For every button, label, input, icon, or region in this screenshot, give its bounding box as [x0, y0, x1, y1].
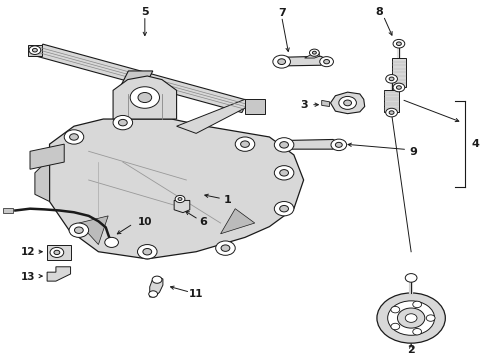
Text: 2: 2 — [407, 345, 415, 355]
Circle shape — [29, 46, 41, 54]
Circle shape — [113, 116, 133, 130]
Circle shape — [389, 77, 394, 81]
Circle shape — [64, 130, 84, 144]
Circle shape — [152, 276, 162, 283]
Circle shape — [278, 59, 286, 64]
Polygon shape — [331, 92, 365, 114]
Polygon shape — [245, 99, 265, 114]
Polygon shape — [47, 245, 71, 260]
Circle shape — [241, 141, 249, 147]
Circle shape — [343, 100, 351, 106]
Polygon shape — [30, 144, 64, 169]
Circle shape — [339, 96, 356, 109]
Circle shape — [74, 227, 83, 233]
Circle shape — [273, 55, 291, 68]
Circle shape — [280, 141, 289, 148]
Circle shape — [413, 328, 421, 335]
Text: 10: 10 — [138, 217, 152, 227]
Bar — [384, 90, 399, 112]
Circle shape — [216, 241, 235, 255]
Circle shape — [274, 202, 294, 216]
Circle shape — [405, 274, 417, 282]
Circle shape — [396, 42, 401, 45]
Circle shape — [149, 291, 158, 297]
Text: 3: 3 — [300, 100, 307, 110]
Polygon shape — [113, 76, 176, 119]
Circle shape — [331, 139, 346, 150]
Text: 8: 8 — [375, 7, 383, 17]
Circle shape — [235, 137, 255, 151]
Circle shape — [310, 49, 319, 56]
Polygon shape — [47, 267, 71, 281]
Polygon shape — [305, 53, 319, 58]
Circle shape — [388, 301, 435, 335]
Circle shape — [335, 142, 342, 147]
Circle shape — [405, 314, 417, 322]
Polygon shape — [220, 209, 255, 234]
Polygon shape — [49, 119, 304, 259]
Circle shape — [54, 250, 60, 255]
Circle shape — [274, 166, 294, 180]
Text: 13: 13 — [20, 272, 35, 282]
Polygon shape — [322, 100, 330, 107]
Polygon shape — [279, 56, 328, 66]
Circle shape — [391, 306, 400, 313]
Polygon shape — [120, 71, 153, 88]
Circle shape — [391, 323, 400, 330]
Circle shape — [274, 138, 294, 152]
Bar — [392, 58, 406, 87]
Polygon shape — [150, 277, 163, 297]
Polygon shape — [35, 158, 49, 202]
Text: 6: 6 — [199, 217, 207, 227]
Circle shape — [389, 111, 394, 114]
Circle shape — [105, 237, 119, 247]
Circle shape — [280, 206, 289, 212]
Circle shape — [178, 198, 182, 201]
Circle shape — [320, 57, 333, 67]
Circle shape — [69, 223, 89, 237]
Circle shape — [426, 315, 435, 321]
Circle shape — [396, 86, 401, 89]
Circle shape — [377, 293, 445, 343]
Circle shape — [393, 83, 405, 92]
Circle shape — [32, 48, 37, 52]
Circle shape — [397, 308, 425, 328]
Text: 7: 7 — [278, 8, 286, 18]
Circle shape — [413, 301, 421, 308]
Text: 9: 9 — [410, 147, 417, 157]
Polygon shape — [27, 45, 42, 55]
Circle shape — [313, 51, 317, 54]
Circle shape — [221, 245, 230, 251]
Polygon shape — [79, 216, 108, 244]
Text: 1: 1 — [224, 195, 232, 205]
Circle shape — [130, 87, 159, 108]
Text: 4: 4 — [472, 139, 480, 149]
Circle shape — [393, 40, 405, 48]
Circle shape — [138, 93, 152, 103]
Polygon shape — [282, 139, 340, 149]
Circle shape — [50, 247, 64, 257]
Polygon shape — [174, 201, 190, 213]
Circle shape — [386, 75, 397, 83]
Circle shape — [119, 120, 127, 126]
Circle shape — [143, 248, 152, 255]
Polygon shape — [3, 208, 13, 213]
Circle shape — [386, 108, 397, 117]
Circle shape — [138, 244, 157, 259]
Circle shape — [324, 59, 330, 64]
Text: 5: 5 — [141, 7, 148, 17]
Polygon shape — [37, 44, 248, 113]
Circle shape — [175, 195, 185, 203]
Text: 12: 12 — [20, 247, 35, 257]
Circle shape — [280, 170, 289, 176]
Text: 11: 11 — [189, 289, 203, 299]
Polygon shape — [176, 99, 255, 134]
Circle shape — [70, 134, 78, 140]
